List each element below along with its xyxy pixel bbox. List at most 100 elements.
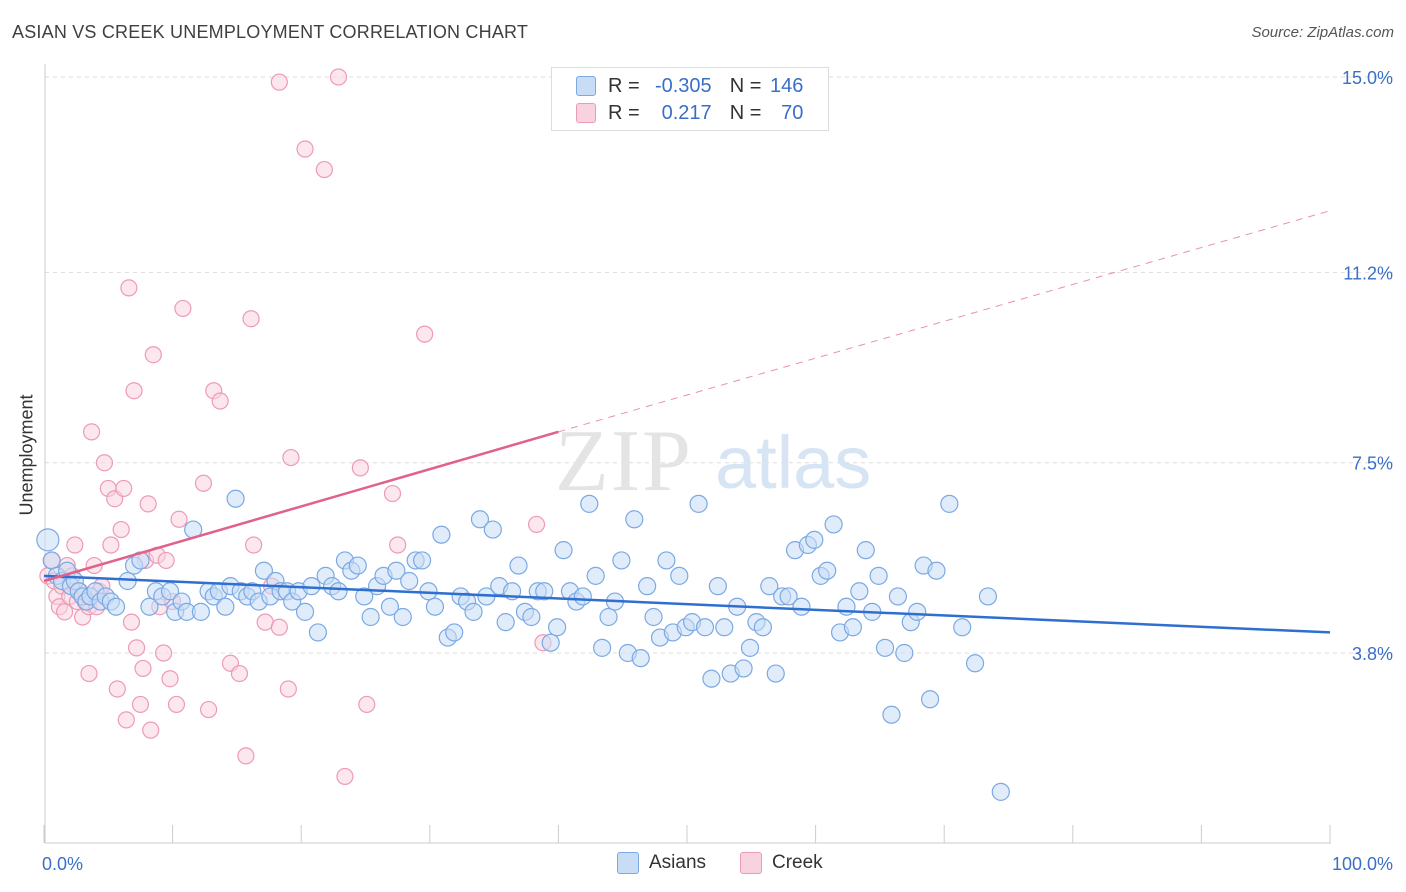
asians-point — [387, 561, 406, 580]
creek-point — [134, 659, 152, 678]
watermark-zip: ZIP — [555, 413, 693, 510]
asians-legend-swatch — [617, 852, 639, 874]
legend-item-creek: Creek — [740, 852, 823, 874]
asians-point — [432, 525, 451, 544]
creek-point — [66, 536, 84, 554]
asians-point — [805, 530, 824, 549]
creek-point — [174, 299, 192, 318]
axes — [43, 64, 1331, 844]
asians-point — [254, 561, 274, 580]
asians-point — [644, 607, 663, 627]
asians-point — [760, 577, 779, 596]
asians-point — [766, 664, 785, 683]
correlation-legend: R = -0.305 N = 146 R = 0.217 N = 70 — [551, 67, 829, 131]
asians-point — [734, 659, 753, 678]
asians-point — [573, 587, 592, 606]
asians-point — [400, 571, 419, 591]
creek-point — [80, 664, 98, 683]
legend-item-asians: Asians — [617, 852, 706, 874]
asians-point — [715, 618, 734, 637]
creek-point — [122, 613, 141, 631]
creek-point — [117, 711, 135, 729]
asians-point — [329, 582, 348, 601]
creek-point — [95, 454, 114, 472]
asians-point — [580, 494, 599, 513]
asians-point — [875, 638, 895, 657]
creek-point — [170, 510, 188, 528]
grid-lines — [45, 76, 1396, 654]
asians-point — [140, 597, 159, 616]
trend-lines — [43, 210, 1331, 634]
y-tick-label: 15.0% — [1342, 68, 1393, 88]
legend-row-creek: R = 0.217 N = 70 — [576, 100, 803, 126]
asians-point — [702, 669, 721, 688]
tick-labels: 3.8% 7.5% 11.2% 15.0% 0.0% 100.0% — [42, 68, 1393, 874]
asians-point — [535, 582, 554, 601]
asians-point — [445, 623, 464, 642]
asians-point — [695, 618, 715, 637]
asians-point — [42, 551, 61, 570]
creek-point — [245, 536, 263, 554]
creek-point — [270, 618, 288, 636]
asians-point — [965, 654, 985, 673]
creek-point — [157, 551, 175, 570]
asians-point — [522, 607, 541, 627]
creek-point — [108, 680, 126, 698]
y-tick-label: 11.2% — [1343, 263, 1393, 283]
creek-point — [127, 639, 146, 657]
y-axis-title: Unemployment — [16, 394, 37, 516]
asians-point — [464, 602, 483, 621]
asians-point — [470, 510, 490, 529]
asians-swatch — [576, 76, 596, 96]
asians-point — [631, 649, 650, 668]
asians-point — [541, 633, 560, 652]
creek-point — [230, 664, 249, 683]
asians-point — [843, 618, 862, 637]
creek-point — [383, 484, 402, 503]
creek-point — [237, 747, 255, 765]
asians-point — [625, 510, 644, 529]
creek-point — [315, 160, 333, 179]
creek-point — [279, 680, 297, 698]
asians-point — [593, 638, 612, 657]
asians-point — [348, 556, 367, 575]
creek-point — [120, 279, 138, 297]
n-value: 146 — [770, 74, 804, 97]
asians-point — [380, 597, 400, 616]
asians-point — [856, 541, 875, 560]
legend-row-asians: R = -0.305 N = 146 — [576, 73, 803, 99]
asians-point — [792, 597, 811, 616]
asians-point — [509, 556, 528, 575]
creek-legend-swatch — [740, 852, 762, 874]
asians-point — [586, 566, 605, 585]
asians-point — [753, 618, 772, 637]
asians-trend-line — [43, 574, 1331, 634]
asians-point — [850, 582, 869, 601]
creek-point — [55, 603, 74, 621]
asians-point — [908, 602, 927, 621]
asians-point — [779, 587, 798, 606]
asians-point — [226, 489, 245, 508]
r-label: R = — [608, 101, 640, 124]
creek-point — [102, 536, 120, 554]
source-note: Source: ZipAtlas.com — [1251, 24, 1394, 41]
n-label: N = — [729, 101, 762, 124]
asians-point — [554, 541, 573, 560]
asians-point — [160, 582, 180, 601]
asians-point — [708, 577, 727, 596]
creek-point — [336, 767, 354, 786]
asians-point — [295, 602, 315, 621]
asians-point — [920, 690, 940, 709]
creek-point — [296, 140, 314, 158]
asians-point — [355, 587, 374, 606]
creek-point — [242, 310, 260, 328]
asians-point — [869, 566, 888, 585]
creek-point — [270, 73, 288, 91]
asians-point — [612, 551, 631, 570]
creek-point — [154, 644, 173, 662]
asians-point — [412, 551, 432, 570]
asians-point — [599, 607, 618, 627]
creek-point — [82, 423, 101, 441]
creek-point — [142, 721, 160, 739]
